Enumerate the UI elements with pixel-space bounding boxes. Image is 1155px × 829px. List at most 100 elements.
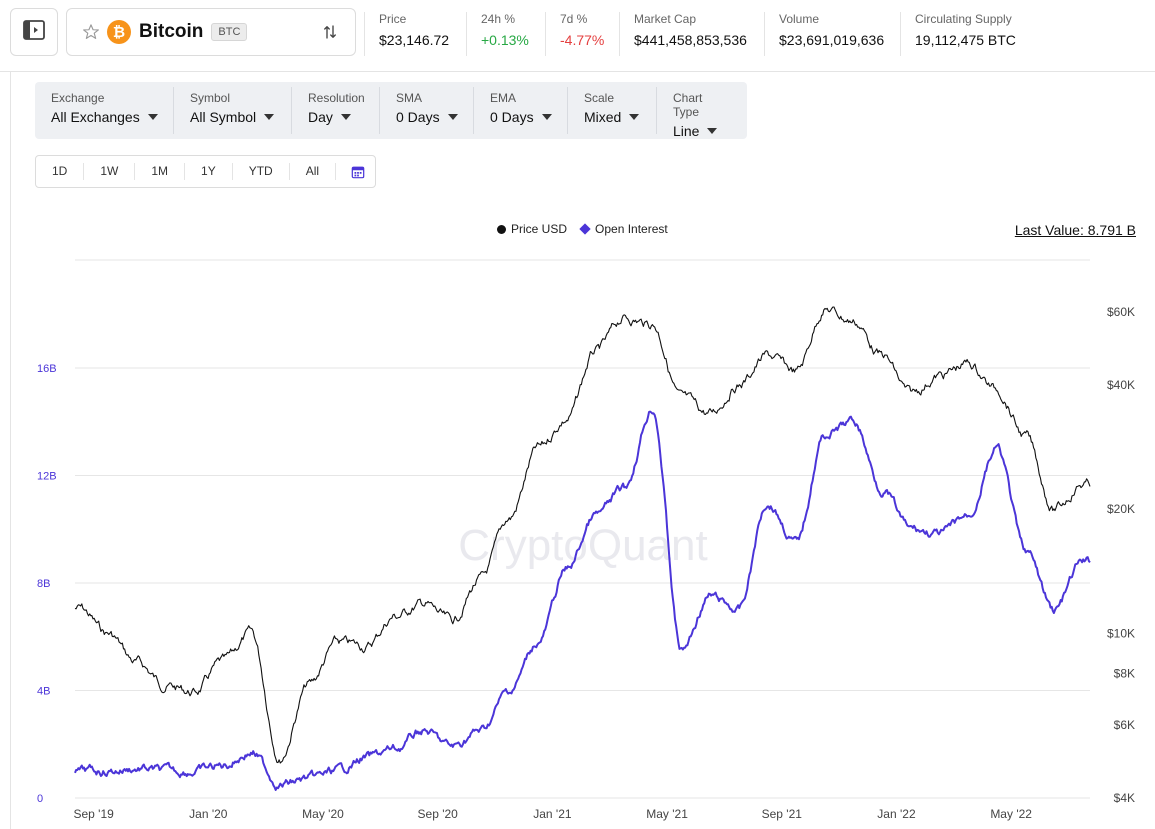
left-axis: 0 4B 8B 12B 16B: [37, 363, 57, 805]
caret-down-icon: [264, 114, 275, 120]
stat-value: $23,146.72: [379, 32, 450, 48]
left-tick-label: 8B: [37, 578, 50, 590]
filter-resolution[interactable]: Resolution Day: [292, 87, 380, 134]
price-usd-line: [74, 306, 1091, 764]
filter-label: EMA: [490, 91, 517, 105]
chart-grid: [75, 259, 1090, 799]
filter-symbol[interactable]: Symbol All Symbol: [174, 87, 292, 134]
asset-selector: ₿ Bitcoin BTC: [66, 8, 356, 56]
x-tick-label: Sep '21: [762, 807, 803, 821]
x-axis: Sep '19 Jan '20 May '20 Sep '20 Jan '21 May '…: [73, 807, 1032, 821]
top-header: ₿ Bitcoin BTC Price $23,146.72 24h % +0.…: [0, 0, 1155, 72]
filter-chart-type[interactable]: Chart Type Line: [657, 87, 745, 139]
asset-ticker-badge: BTC: [211, 23, 248, 41]
stat-24h-change: 24h % +0.13%: [466, 12, 529, 56]
left-tick-label: 12B: [37, 471, 57, 483]
caret-down-icon: [147, 114, 158, 120]
stat-value: $441,458,853,536: [634, 32, 747, 48]
filter-scale[interactable]: Scale Mixed: [568, 87, 657, 134]
last-value-link[interactable]: Last Value: 8.791 B: [1014, 222, 1136, 238]
stat-label: 7d %: [560, 12, 588, 26]
stat-value: -4.77%: [560, 32, 605, 48]
caret-down-icon: [629, 114, 640, 120]
x-tick-label: Jan '21: [533, 807, 572, 821]
range-all-button[interactable]: All: [290, 163, 337, 180]
x-tick-label: Jan '20: [189, 807, 228, 821]
stat-volume: Volume $23,691,019,636: [764, 12, 884, 56]
asset-name: Bitcoin: [139, 21, 204, 42]
bitcoin-logo-icon: ₿: [107, 20, 131, 44]
filter-label: Symbol: [190, 91, 231, 105]
x-tick-label: May '20: [302, 807, 344, 821]
x-tick-label: May '21: [646, 807, 688, 821]
filter-label: SMA: [396, 91, 423, 105]
stat-circulating-supply: Circulating Supply 19,112,475 BTC: [900, 12, 1016, 56]
filter-ema[interactable]: EMA 0 Days: [474, 87, 568, 134]
range-1y-button[interactable]: 1Y: [185, 163, 233, 180]
left-tick-label: 16B: [37, 363, 57, 375]
stat-label: 24h %: [481, 12, 516, 26]
left-tick-label: 4B: [37, 686, 50, 698]
stat-value: 19,112,475 BTC: [915, 32, 1016, 48]
filter-label: Scale: [584, 91, 615, 105]
right-axis: $4K $6K $8K $10K $20K $40K $60K: [1107, 305, 1135, 805]
range-1m-button[interactable]: 1M: [135, 163, 186, 180]
left-tick-label: 0: [37, 793, 43, 805]
right-tick-label: $10K: [1107, 627, 1135, 641]
price-dot-icon: [497, 224, 506, 234]
right-tick-label: $6K: [1114, 718, 1135, 732]
caret-down-icon: [707, 128, 718, 134]
stat-label: Circulating Supply: [915, 12, 1012, 26]
right-tick-label: $20K: [1107, 502, 1135, 516]
range-1d-button[interactable]: 1D: [36, 163, 85, 180]
filter-sma[interactable]: SMA 0 Days: [380, 87, 474, 134]
calendar-icon[interactable]: [350, 164, 366, 180]
stat-market-cap: Market Cap $441,458,853,536: [619, 12, 747, 56]
range-1w-button[interactable]: 1W: [84, 163, 136, 180]
right-tick-label: $60K: [1107, 305, 1135, 319]
right-tick-label: $40K: [1107, 378, 1135, 392]
filter-value: Mixed: [584, 109, 622, 125]
filter-value: Line: [673, 123, 700, 139]
sidebar-toggle-button[interactable]: [10, 8, 58, 56]
chart-legend: Price USD Open Interest: [497, 222, 682, 236]
legend-item-price[interactable]: Price USD: [497, 222, 567, 236]
legend-label: Price USD: [511, 222, 568, 236]
stat-label: Market Cap: [634, 12, 697, 26]
filter-value: 0 Days: [490, 109, 534, 125]
right-tick-label: $4K: [1114, 791, 1135, 805]
legend-label: Open Interest: [595, 222, 668, 236]
content-divider: [10, 72, 11, 829]
stat-price: Price $23,146.72: [364, 12, 449, 56]
filter-value: 0 Days: [396, 109, 440, 125]
filter-label: Resolution: [308, 91, 365, 105]
filter-bar: Exchange All Exchanges Symbol All Symbol…: [35, 82, 747, 139]
open-interest-diamond-icon: [579, 223, 591, 235]
filter-value: Day: [308, 109, 333, 125]
range-ytd-button[interactable]: YTD: [233, 163, 290, 180]
x-tick-label: Sep '19: [73, 807, 114, 821]
swap-arrows-icon[interactable]: [319, 21, 341, 43]
x-tick-label: Sep '20: [418, 807, 459, 821]
stat-value: +0.13%: [481, 32, 529, 48]
sidebar-panel-icon: [22, 18, 46, 47]
caret-down-icon: [541, 114, 552, 120]
stat-7d-change: 7d % -4.77%: [545, 12, 604, 56]
caret-down-icon: [340, 114, 351, 120]
right-tick-label: $8K: [1114, 667, 1135, 681]
filter-value: All Symbol: [190, 109, 257, 125]
filter-label: Exchange: [51, 91, 105, 105]
x-tick-label: Jan '22: [877, 807, 916, 821]
x-tick-label: May '22: [990, 807, 1032, 821]
open-interest-line: [74, 410, 1091, 791]
legend-item-open-interest[interactable]: Open Interest: [579, 222, 668, 236]
range-selector: 1D 1W 1M 1Y YTD All: [35, 155, 376, 188]
favorite-star-icon[interactable]: [81, 22, 101, 42]
filter-label: Chart Type: [673, 91, 703, 119]
caret-down-icon: [447, 114, 458, 120]
filter-exchange[interactable]: Exchange All Exchanges: [35, 87, 174, 134]
stat-value: $23,691,019,636: [779, 32, 885, 48]
filter-value: All Exchanges: [51, 109, 140, 125]
stat-label: Volume: [779, 12, 820, 26]
